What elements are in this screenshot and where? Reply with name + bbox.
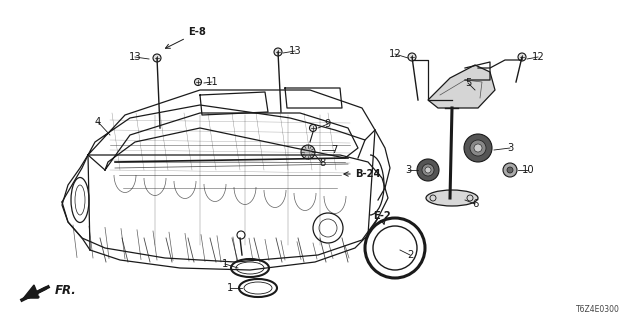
Circle shape [507, 167, 513, 173]
Text: FR.: FR. [55, 284, 77, 297]
Text: 8: 8 [319, 158, 325, 168]
Text: 13: 13 [289, 46, 301, 56]
Text: 3: 3 [405, 165, 411, 175]
Circle shape [153, 54, 161, 62]
Text: 4: 4 [95, 117, 101, 127]
Text: 9: 9 [325, 119, 331, 129]
Text: E-8: E-8 [188, 27, 206, 37]
Text: 12: 12 [388, 49, 401, 59]
Text: 1: 1 [222, 259, 228, 269]
Text: E-2: E-2 [373, 211, 391, 221]
Circle shape [474, 144, 482, 152]
Circle shape [301, 145, 315, 159]
Text: 1: 1 [227, 283, 233, 293]
Circle shape [503, 163, 517, 177]
Circle shape [422, 164, 434, 176]
Text: 11: 11 [205, 77, 218, 87]
Text: 2: 2 [407, 250, 413, 260]
Ellipse shape [426, 190, 478, 206]
Polygon shape [22, 285, 38, 300]
Circle shape [195, 78, 202, 85]
Circle shape [470, 140, 486, 156]
Circle shape [310, 124, 317, 132]
Text: 10: 10 [522, 165, 534, 175]
Polygon shape [428, 65, 495, 108]
Text: 3: 3 [507, 143, 513, 153]
Text: 6: 6 [472, 199, 478, 209]
Circle shape [417, 159, 439, 181]
Circle shape [518, 53, 526, 61]
Text: 12: 12 [532, 52, 545, 62]
Text: 13: 13 [129, 52, 141, 62]
Text: 5: 5 [465, 78, 471, 88]
Circle shape [464, 134, 492, 162]
Text: B-24: B-24 [355, 169, 381, 179]
Circle shape [274, 48, 282, 56]
Text: T6Z4E0300: T6Z4E0300 [576, 305, 620, 314]
Text: 7: 7 [331, 145, 337, 155]
Circle shape [425, 167, 431, 173]
Circle shape [408, 53, 416, 61]
